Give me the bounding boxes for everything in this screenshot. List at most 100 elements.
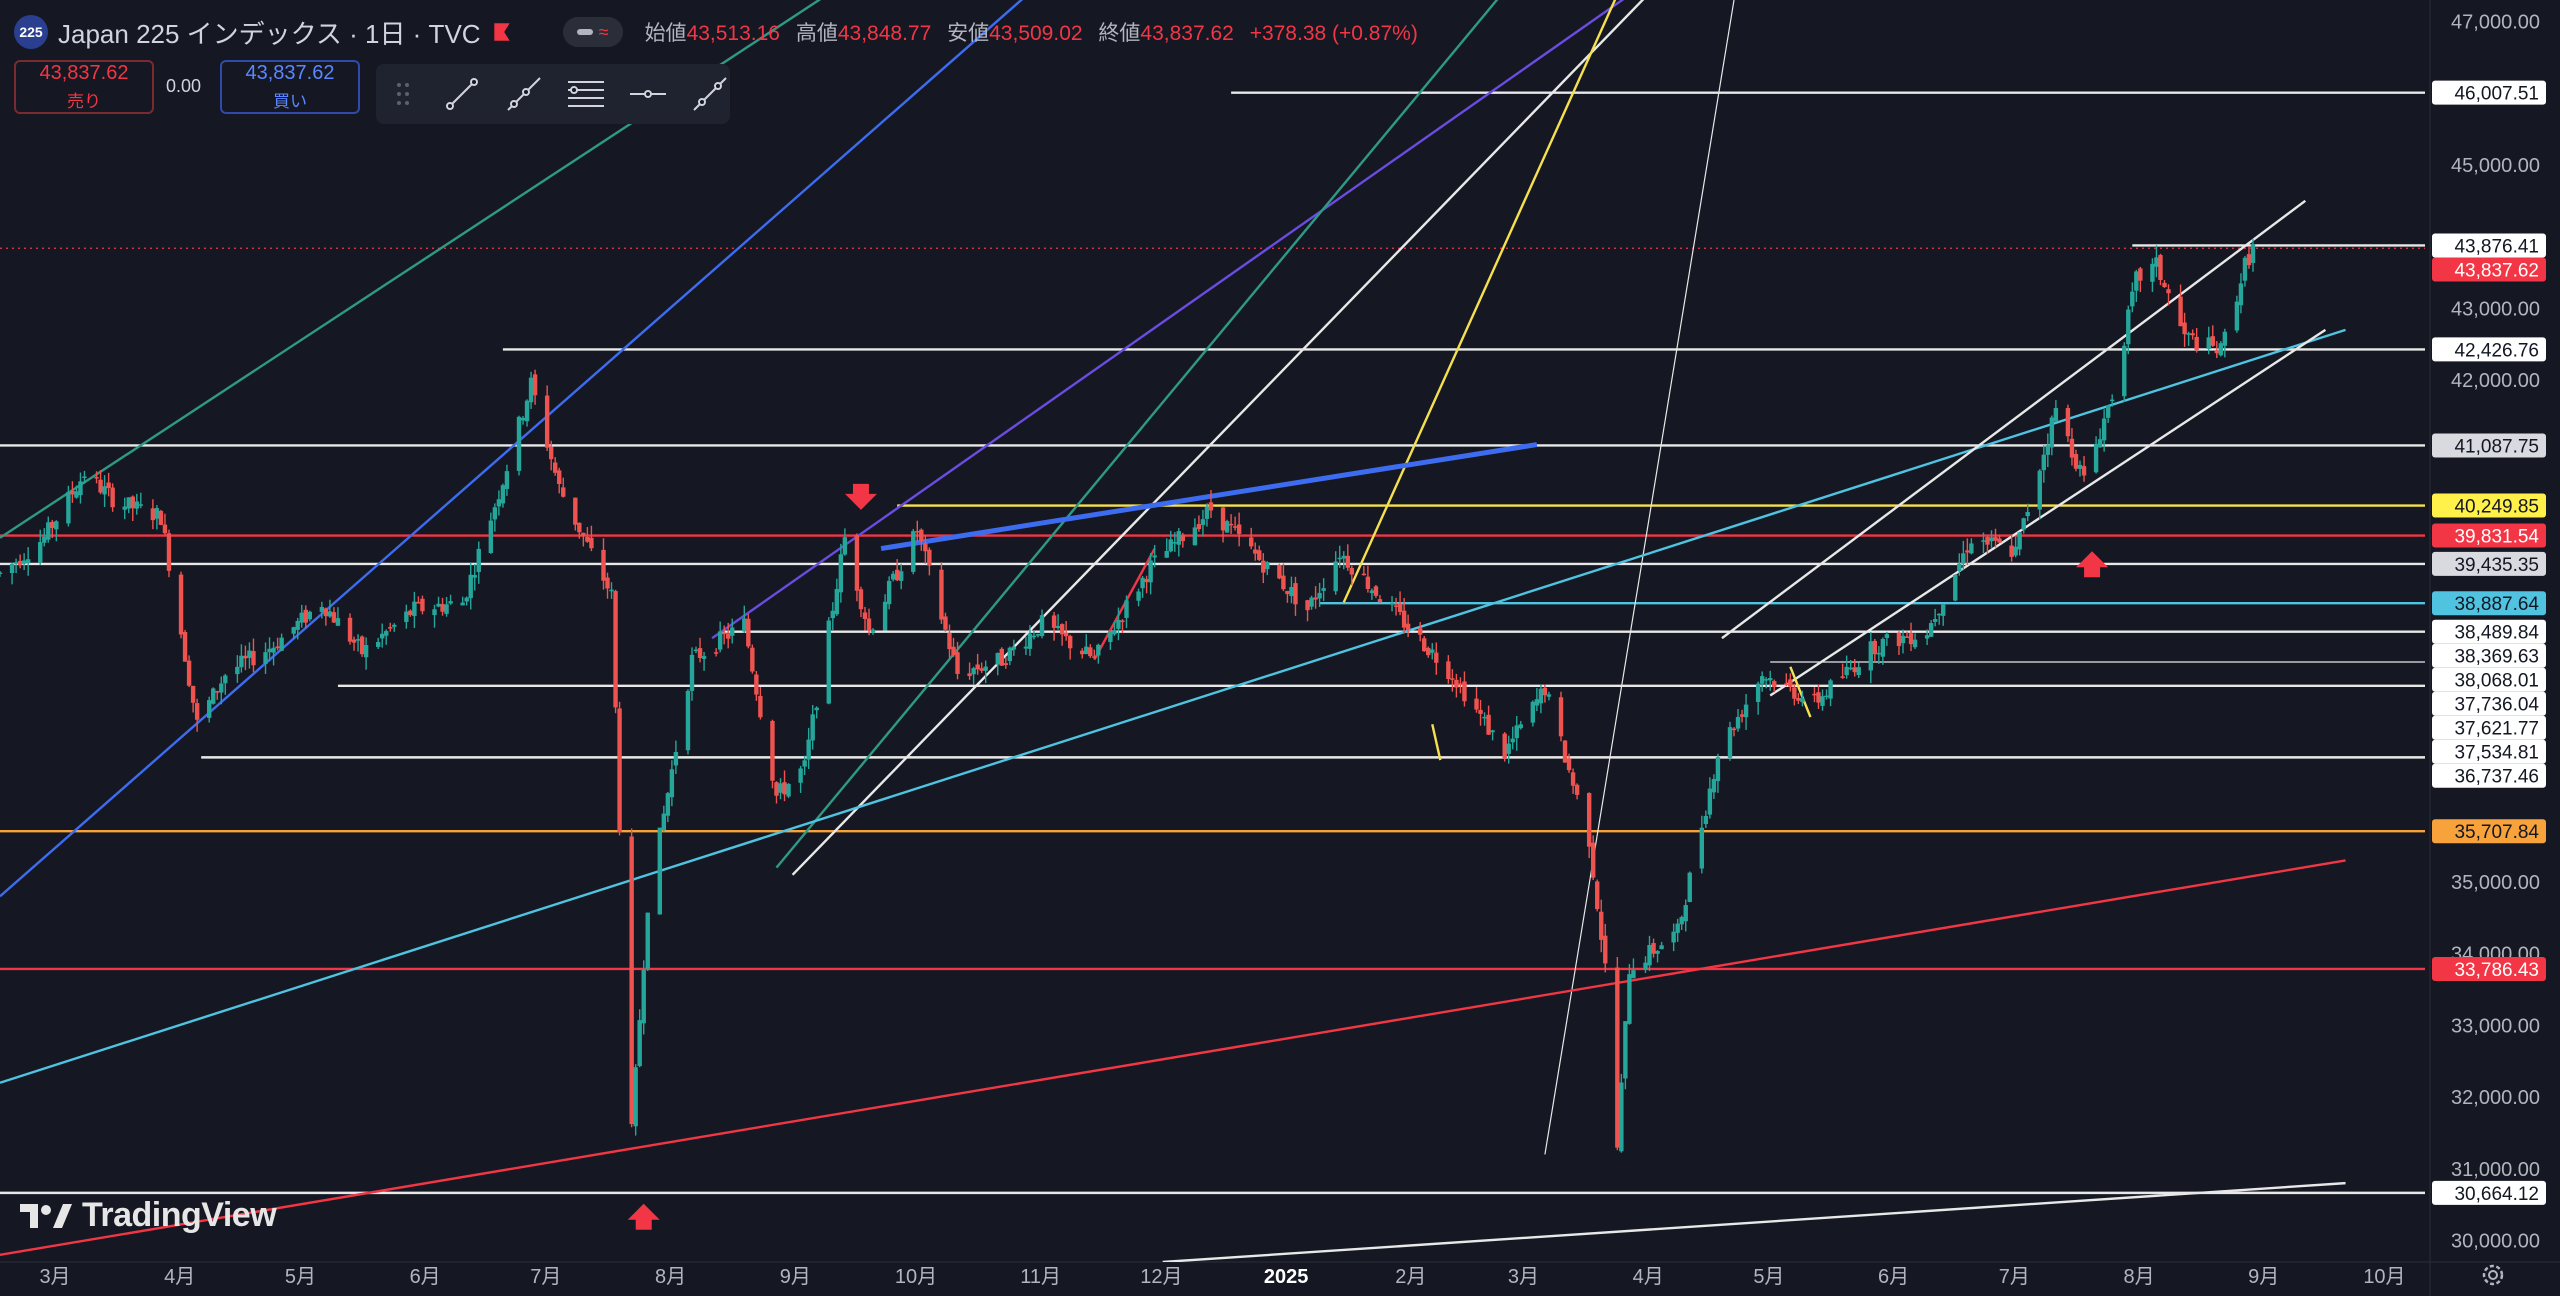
open-label: 始値 (644, 22, 687, 45)
candle-body (94, 477, 99, 479)
candle-body (1031, 635, 1037, 638)
candle-body (82, 476, 87, 479)
buy-button[interactable]: 43,837.62 買い (220, 60, 360, 114)
candle-body (1800, 698, 1805, 703)
flag-icon[interactable] (491, 21, 513, 43)
symbol-logo[interactable]: 225 (14, 15, 48, 49)
candle-body (1675, 923, 1680, 933)
ray-line-icon[interactable] (504, 74, 544, 114)
candle-body (2081, 466, 2087, 476)
candle-body (1063, 632, 1069, 637)
price-label-text: 38,489.84 (2454, 623, 2539, 644)
candle-body (2013, 546, 2018, 556)
candle-body (420, 598, 425, 612)
candle-body (1824, 695, 1829, 698)
price-label-text: 38,887.64 (2454, 594, 2539, 615)
candle-body (1281, 575, 1286, 590)
candle-body (496, 499, 502, 507)
candle-body (9, 563, 15, 573)
candle-body (774, 782, 779, 796)
symbol-title[interactable]: Japan 225 インデックス · 1日 · TVC (58, 18, 481, 49)
price-label-text: 38,369.63 (2454, 647, 2539, 668)
candle-body (939, 569, 944, 620)
arrow-up-icon (2076, 551, 2109, 578)
trend-line (1544, 0, 1735, 1155)
candle-body (1232, 526, 1238, 528)
time-tick-label: 8月 (2123, 1266, 2154, 1288)
candle-body (98, 479, 103, 493)
candle-body (275, 646, 280, 649)
settings-gear-icon[interactable] (2478, 1260, 2508, 1290)
price-label-text: 37,534.81 (2454, 743, 2539, 764)
candle-body (1458, 683, 1463, 685)
candle-body (186, 660, 192, 686)
candle-body (102, 486, 107, 495)
candle-body (858, 589, 864, 610)
wave-icon: ≈ (598, 21, 609, 42)
candle-body (1908, 633, 1914, 645)
candle-body (637, 1020, 642, 1067)
candle-body (605, 577, 610, 589)
candles-layer (0, 239, 2256, 1153)
candle-body (2138, 268, 2143, 281)
horizontal-line-icon[interactable] (628, 74, 668, 114)
candle-body (1510, 738, 1515, 743)
candle-body (355, 639, 361, 641)
candle-body (500, 485, 506, 504)
drawing-layer (0, 0, 2425, 1262)
candle-body (838, 554, 844, 593)
candle-body (532, 374, 538, 396)
price-tick-label: 30,000.00 (2451, 1230, 2540, 1252)
candle-body (2222, 331, 2228, 346)
trend-line-icon[interactable] (442, 74, 482, 114)
candle-body (54, 521, 59, 530)
candle-body (975, 664, 980, 670)
price-label: 42,426.76 (2432, 337, 2546, 362)
candle-body (291, 627, 296, 634)
extended-line-icon[interactable] (690, 74, 730, 114)
candle-body (307, 611, 312, 620)
trend-line (880, 442, 1538, 552)
candle-body (0, 572, 3, 575)
candle-body (1981, 540, 1986, 542)
sell-button[interactable]: 43,837.62 売り (14, 60, 154, 114)
candle-body (126, 497, 131, 509)
candle-body (2041, 454, 2046, 471)
candle-body (166, 533, 172, 571)
candle-body (388, 627, 393, 629)
candle-body (2154, 257, 2159, 267)
time-axis: 3月 4月 5月 6月 7月 8月 9月 10月 11月 12月 2025 2月 3月 4月 5月 6月 7月 8… (39, 1266, 2405, 1288)
candle-body (528, 377, 534, 403)
spread-value: 0.00 (166, 76, 202, 96)
time-tick-label: 9月 (780, 1266, 811, 1288)
price-label: 46,007.51 (2432, 80, 2546, 105)
candle-body (1051, 615, 1057, 628)
candle-body (1397, 603, 1403, 612)
trend-line (0, 0, 1024, 898)
candle-body (444, 604, 449, 614)
candle-body (347, 617, 353, 642)
visibility-toggle[interactable]: ≈ (562, 17, 623, 47)
price-label: 43,837.62 (2432, 257, 2546, 282)
trend-lines (0, 0, 2346, 1262)
candle-body (2214, 350, 2219, 354)
candle-body (689, 654, 695, 691)
candle-body (967, 673, 972, 677)
candle-body (219, 683, 224, 693)
candle-body (460, 602, 465, 606)
candle-body (1687, 872, 1692, 902)
trend-line (0, 859, 2346, 1257)
candle-body (1345, 555, 1350, 568)
drag-handle-icon[interactable] (386, 74, 420, 114)
candle-body (830, 610, 836, 619)
candle-body (134, 501, 139, 509)
candle-body (1434, 652, 1439, 663)
candle-body (504, 471, 510, 489)
candle-body (778, 783, 783, 793)
drawing-toolbar (376, 64, 730, 124)
candle-body (1192, 527, 1198, 546)
time-tick-label: 8月 (655, 1266, 686, 1288)
parallel-channel-icon[interactable] (566, 74, 606, 114)
candle-body (138, 504, 144, 506)
